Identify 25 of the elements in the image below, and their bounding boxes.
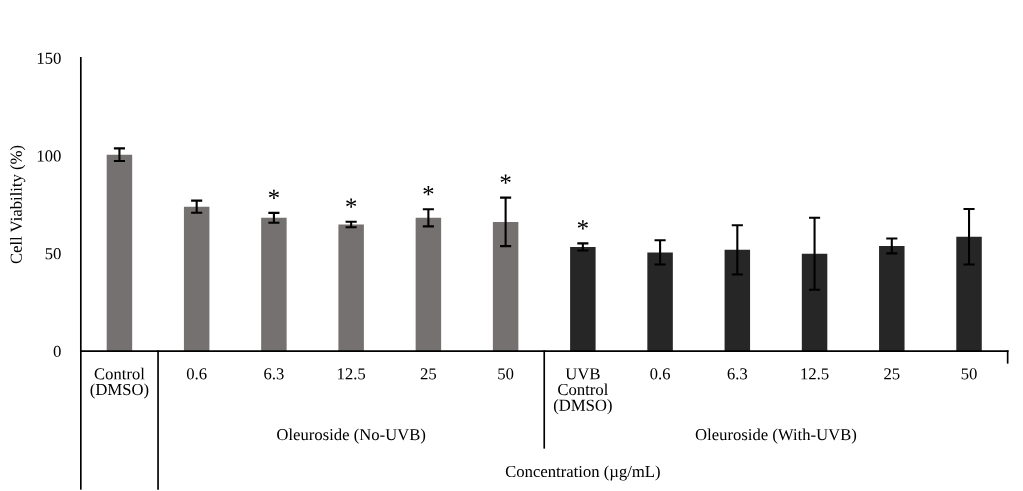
x-tick-label: 12.5: [338, 368, 366, 380]
data-label: *: [423, 186, 434, 196]
x-tick-label: 0.6: [650, 368, 671, 380]
data-label: *: [268, 189, 279, 199]
x-tick-label: 50: [961, 368, 977, 380]
x-tick-label: 6.3: [727, 368, 748, 380]
x-axis-title: Concentration (µg/mL): [505, 465, 660, 481]
x-tick-label: Control (DMSO): [90, 367, 149, 399]
x-tick-label: 50: [498, 368, 514, 380]
y-tick-label: 100: [37, 150, 61, 162]
data-label: *: [577, 220, 588, 230]
data-label: *: [500, 174, 511, 184]
y-tick-label: 0: [53, 345, 61, 358]
x-tick-label: UVB Control (DMSO): [553, 368, 612, 415]
x-tick-label: 25: [420, 368, 437, 380]
x-tick-label: 25: [884, 368, 900, 380]
x-tick-label: 12.5: [801, 368, 829, 380]
x-tick-label: 0.6: [186, 368, 207, 380]
data-label: *: [346, 198, 357, 208]
y-tick-label: 50: [45, 248, 61, 260]
y-axis-title: Cell Viability (%): [10, 145, 26, 264]
x-tick-label: 6.3: [264, 368, 284, 380]
y-tick-label: 150: [37, 52, 61, 64]
text: Oleuroside (No-UVB): [277, 428, 426, 444]
text: Oleuroside (With-UVB): [695, 428, 857, 444]
